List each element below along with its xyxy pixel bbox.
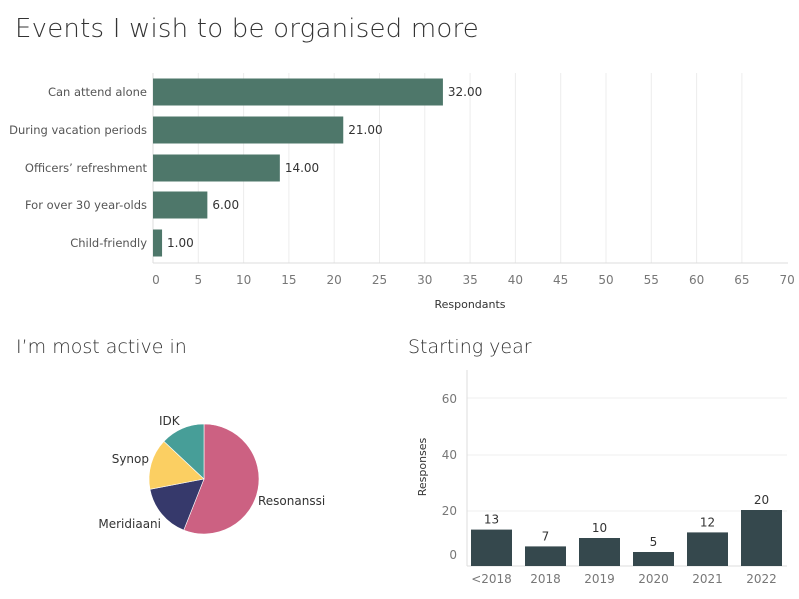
x-tick-label: 2022 — [746, 572, 777, 586]
x-axis-label: Respondants — [434, 298, 505, 311]
x-tick-label: 25 — [372, 273, 387, 287]
category-label: Child-friendly — [70, 236, 147, 250]
data-label: 6.00 — [212, 198, 239, 212]
x-tick-label: 10 — [236, 273, 251, 287]
pie-label: Meridiaani — [98, 517, 161, 531]
chart-title-active: I’m most active in — [16, 336, 187, 358]
data-label: 14.00 — [285, 161, 319, 175]
x-tick-label: <2018 — [471, 572, 512, 586]
bar-during-vacation-periods — [153, 116, 344, 144]
bar-for-over-30-year-olds — [153, 191, 208, 219]
x-tick-label: 55 — [644, 273, 659, 287]
bar-year-2019 — [579, 538, 620, 566]
category-label: For over 30 year-olds — [25, 198, 147, 212]
x-tick-label: 50 — [598, 273, 613, 287]
bar-year-2021 — [687, 532, 728, 566]
x-tick-label: 70 — [780, 273, 795, 287]
pie-label: IDK — [159, 414, 181, 428]
bar-can-attend-alone — [153, 78, 443, 106]
data-label: 32.00 — [448, 85, 482, 99]
bar-year-2018 — [471, 529, 512, 566]
x-tick-label: 65 — [734, 273, 749, 287]
pie-label: Synop — [112, 452, 149, 466]
bar-year-2018 — [525, 546, 566, 566]
x-tick-label: 60 — [689, 273, 704, 287]
data-label: 13 — [484, 513, 499, 527]
x-tick-label: 40 — [508, 273, 523, 287]
pie-slice-meridiaani — [149, 478, 205, 531]
y-tick-label: 40 — [442, 448, 457, 462]
data-label: 21.00 — [348, 123, 382, 137]
chart-title-starting-year: Starting year — [408, 336, 532, 358]
y-tick-label: 60 — [442, 392, 457, 406]
bar-year-2022 — [741, 510, 782, 566]
x-tick-label: 0 — [152, 273, 160, 287]
y-axis-label: Responses — [416, 437, 429, 496]
x-tick-label: 2021 — [692, 572, 723, 586]
bar-year-2020 — [633, 552, 674, 566]
pie-slice-resonanssi — [183, 423, 260, 535]
data-label: 20 — [754, 493, 769, 507]
x-tick-label: 45 — [553, 273, 568, 287]
x-tick-label: 2018 — [530, 572, 561, 586]
data-label: 5 — [650, 535, 658, 549]
x-tick-label: 15 — [281, 273, 296, 287]
data-label: 12 — [700, 515, 715, 529]
pie-slice-idk — [163, 423, 205, 480]
category-label: During vacation periods — [9, 123, 147, 137]
x-tick-label: 30 — [417, 273, 432, 287]
y-tick-label: 0 — [449, 548, 457, 562]
y-tick-label: 20 — [442, 504, 457, 518]
bar-officers-refreshment — [153, 154, 280, 182]
x-tick-label: 5 — [194, 273, 202, 287]
category-label: Can attend alone — [48, 85, 147, 99]
pie-slice-synop — [148, 440, 205, 490]
bar-child-friendly — [153, 229, 163, 257]
data-label: 7 — [542, 529, 550, 543]
data-label: 1.00 — [167, 236, 194, 250]
x-tick-label: 2020 — [638, 572, 669, 586]
category-label: Officers’ refreshment — [25, 161, 148, 175]
x-tick-label: 2019 — [584, 572, 615, 586]
chart-title-events: Events I wish to be organised more — [15, 14, 479, 44]
x-tick-label: 20 — [327, 273, 342, 287]
x-tick-label: 35 — [462, 273, 477, 287]
pie-label: Resonanssi — [258, 494, 325, 508]
data-label: 10 — [592, 521, 607, 535]
